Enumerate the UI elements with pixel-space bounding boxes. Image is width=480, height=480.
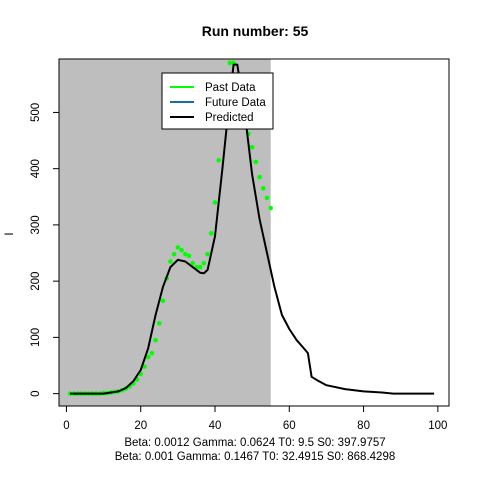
legend-label: Predicted [205, 112, 254, 124]
data-point [175, 245, 181, 250]
data-point [227, 60, 233, 66]
x-tick-label: 40 [209, 420, 222, 432]
y-tick-label: 100 [30, 328, 42, 347]
x-tick-label: 100 [428, 420, 447, 432]
data-point [171, 251, 177, 257]
data-point [149, 350, 155, 356]
data-point [156, 321, 162, 326]
data-point [153, 337, 158, 343]
x-tick-label: 20 [134, 420, 147, 432]
y-tick-label: 200 [30, 272, 42, 291]
data-point [249, 144, 255, 150]
data-point [201, 260, 207, 266]
data-point [257, 174, 262, 180]
footer-line-1: Beta: 0.0012 Gamma: 0.0624 T0: 9.5 S0: 3… [124, 437, 385, 449]
data-point [253, 159, 259, 165]
series-line-2 [70, 63, 435, 395]
data-point [186, 253, 192, 259]
y-tick-label: 500 [30, 103, 42, 122]
data-point [212, 200, 218, 205]
legend-label: Past Data [205, 82, 256, 94]
data-point [216, 157, 222, 163]
data-point [268, 205, 274, 211]
legend-box [161, 72, 274, 130]
data-point [182, 251, 188, 257]
y-axis-label: I [4, 232, 16, 235]
data-point [145, 354, 151, 360]
y-tick-label: 400 [30, 159, 42, 178]
x-tick-label: 0 [63, 420, 69, 432]
data-point [190, 260, 196, 266]
y-tick-label: 300 [30, 215, 42, 234]
data-point [197, 264, 203, 270]
data-point [168, 259, 173, 264]
y-tick-label: 0 [30, 390, 42, 396]
footer-line-2: Beta: 0.001 Gamma: 0.1467 T0: 32.4915 S0… [115, 451, 395, 463]
data-point [160, 298, 166, 304]
chart-title: Run number: 55 [202, 23, 309, 39]
data-point [264, 195, 270, 201]
data-point [208, 231, 214, 236]
x-tick-label: 60 [283, 420, 296, 432]
legend-label: Future Data [205, 97, 266, 109]
data-point [179, 247, 184, 253]
data-point [205, 251, 210, 257]
legend: Past Data Future Data Predicted [161, 72, 274, 130]
axes: 0 20 40 60 80 100 0 100 200 300 400 500 [30, 58, 450, 432]
x-tick-label: 80 [357, 420, 370, 432]
data-point [260, 186, 266, 191]
